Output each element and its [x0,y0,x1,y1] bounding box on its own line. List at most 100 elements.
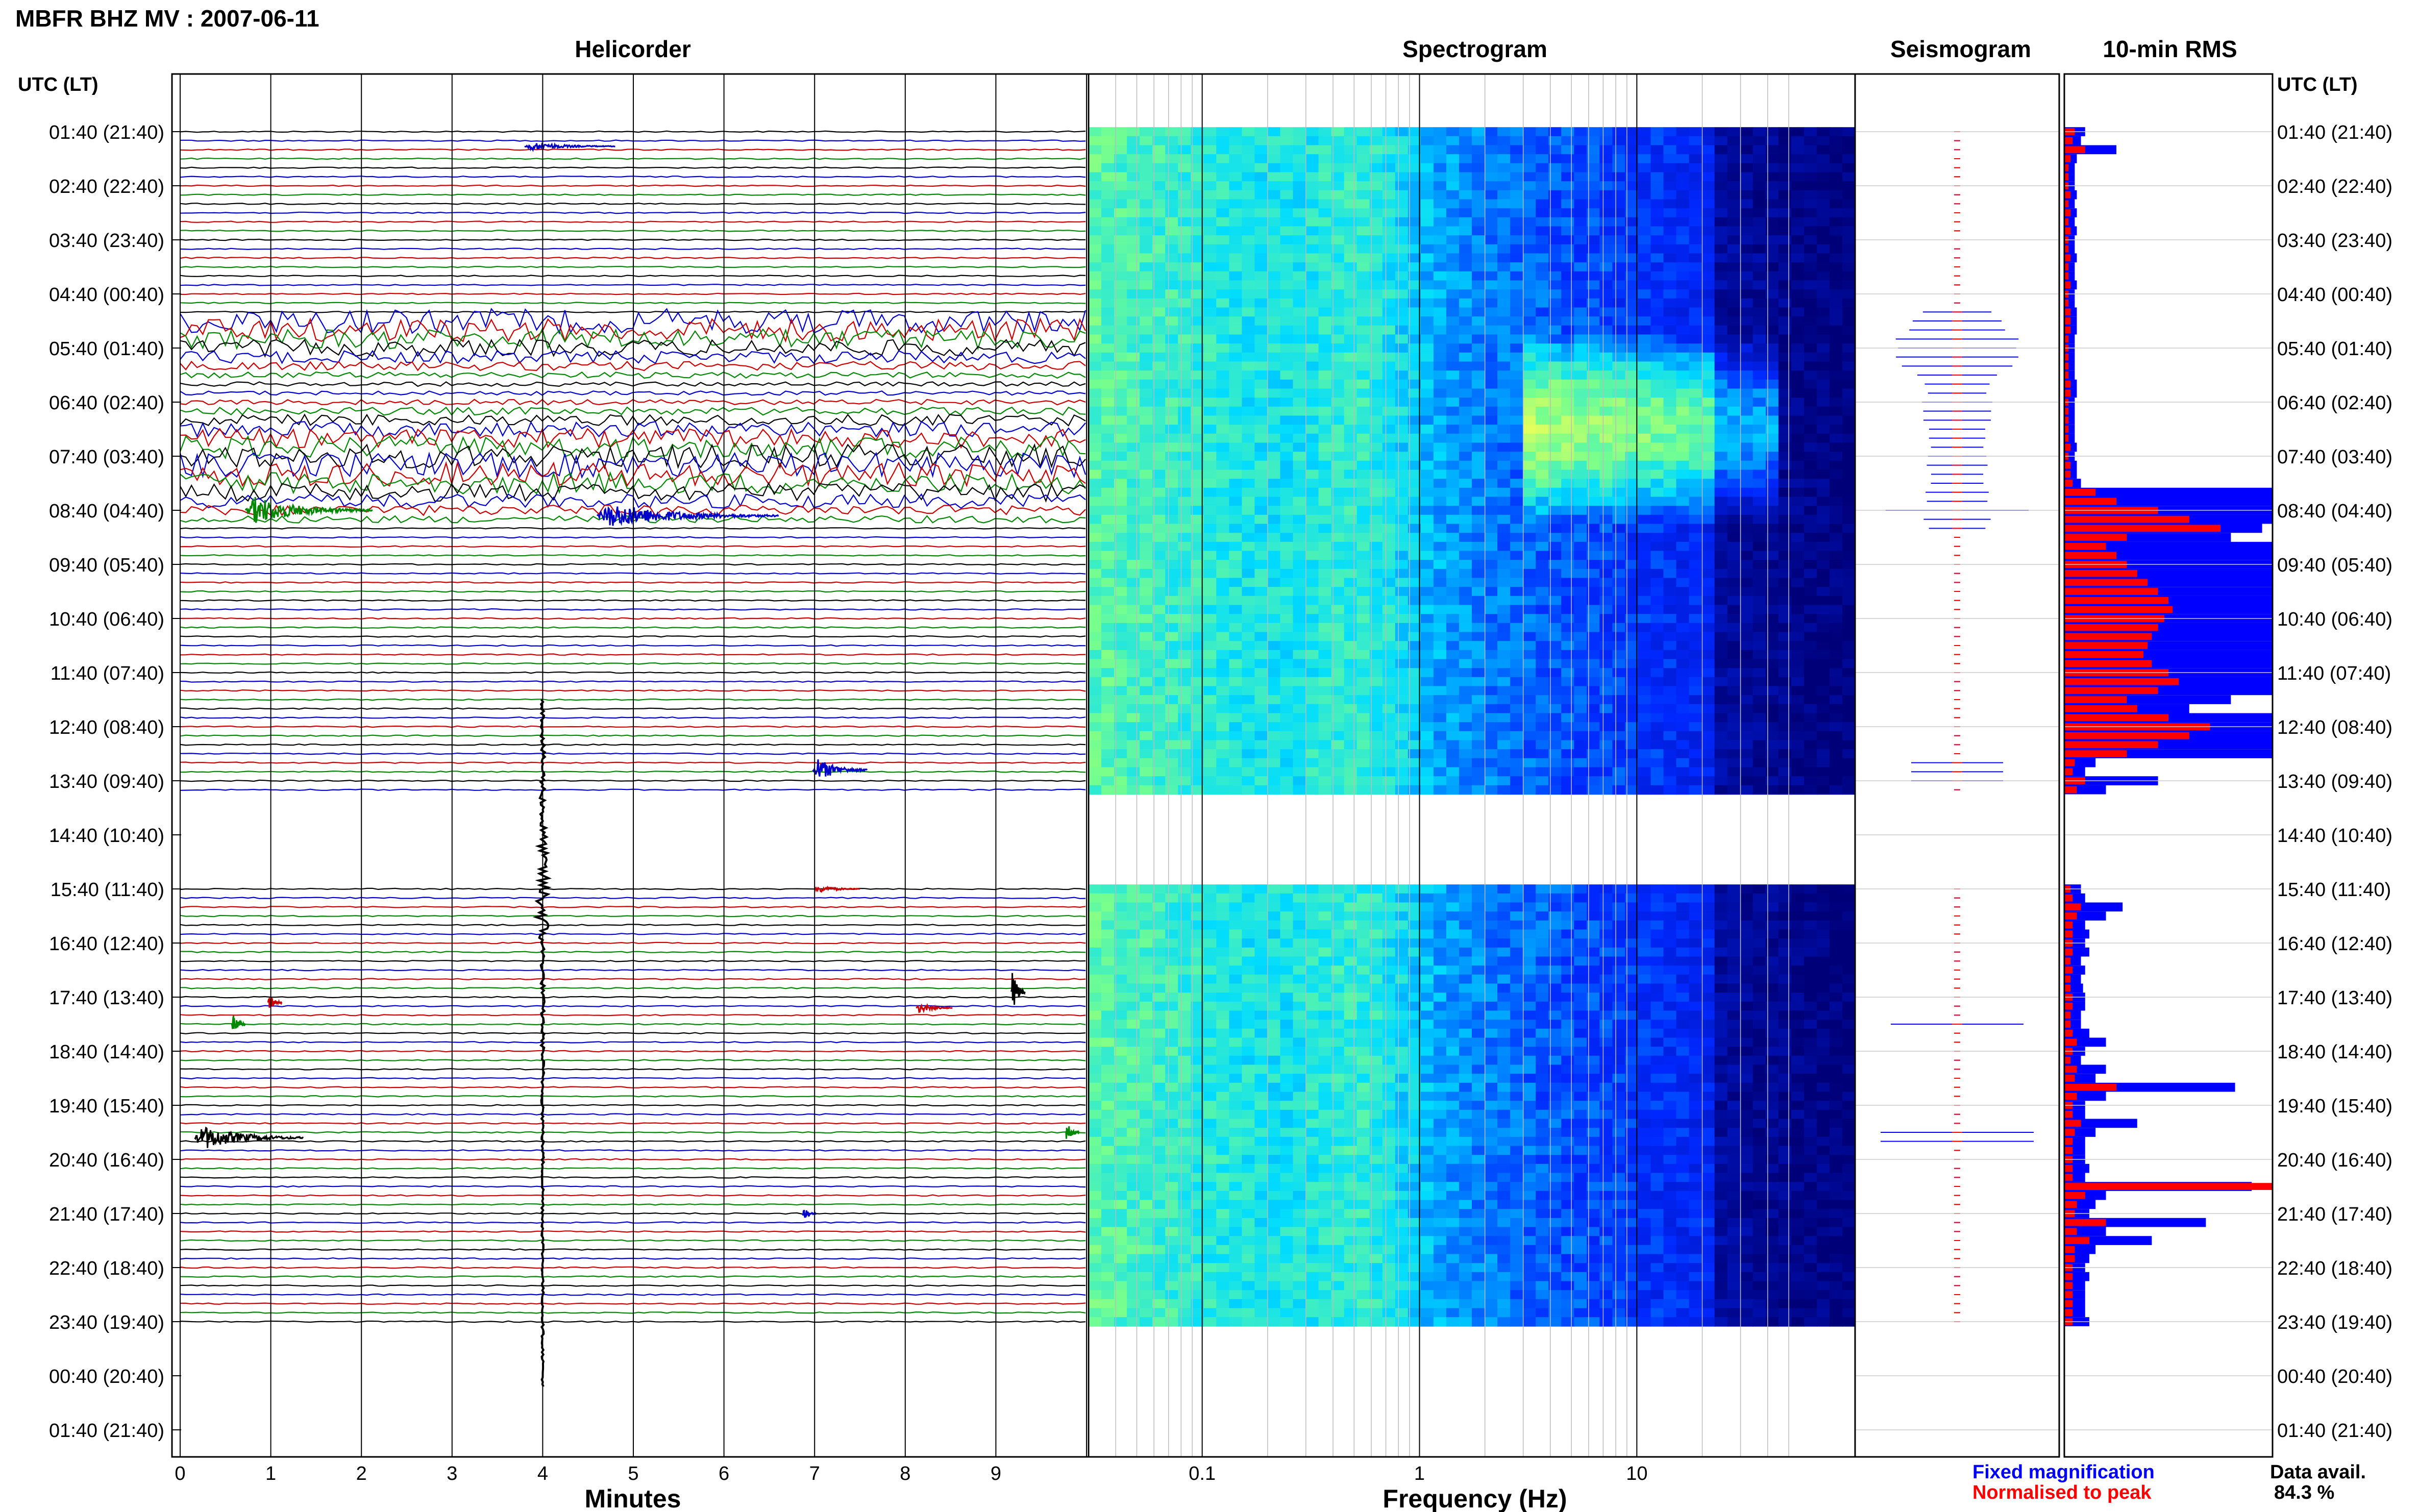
spectrogram-cell [1650,614,1664,624]
spectrogram-cell [1561,280,1574,290]
spectrogram-cell [1420,686,1434,696]
spectrogram-cell [1765,506,1779,515]
spectrogram-cell [1165,695,1178,705]
spectrogram-cell [1165,415,1178,425]
spectrogram-cell [1178,172,1191,182]
spectrogram-cell [1574,938,1588,948]
spectrogram-cell [1203,352,1217,362]
spectrogram-cell [1842,460,1856,470]
spectrogram-cell [1548,280,1562,290]
spectrogram-cell [1612,568,1626,579]
spectrogram-cell [1548,541,1562,552]
spectrogram-cell [1254,298,1268,308]
spectrogram-cell [1829,226,1843,236]
spectrogram-cell [1740,695,1754,705]
spectrogram-cell [1089,460,1102,470]
spectrogram-cell [1523,731,1536,741]
spectrogram-cell [1701,541,1715,552]
spectrogram-cell [1638,316,1651,326]
spectrogram-cell [1510,307,1523,317]
spectrogram-cell [1127,253,1140,263]
spectrogram-cell [1280,506,1294,515]
spectrogram-cell [1497,551,1511,560]
spectrogram-cell [1280,884,1294,894]
spectrogram-cell [1446,659,1460,668]
spectrogram-cell [1382,568,1396,579]
spectrogram-cell [1561,442,1574,452]
spectrogram-cell [1765,497,1779,506]
spectrogram-cell [1382,145,1396,155]
spectrogram-cell [1842,469,1856,479]
spectrogram-cell [1293,713,1306,723]
spectrogram-cell [1242,740,1255,750]
spectrogram-cell [1778,145,1792,155]
spectrogram-cell [1561,884,1574,894]
spectrogram-cell [1305,776,1319,786]
spectrogram-cell [1254,442,1268,452]
spectrogram-cell [1331,343,1345,353]
spectrogram-cell [1791,289,1805,299]
spectrogram-cell [1420,244,1434,254]
spectrogram-cell [1625,199,1639,209]
spectrogram-cell [1497,731,1511,741]
spectrogram-cell [1740,253,1754,263]
spectrogram-cell [1127,884,1140,894]
spectrogram-cell [1293,361,1306,371]
spectrogram-cell [1242,767,1255,777]
spectrogram-cell [1676,568,1690,579]
spectrogram-cell [1267,217,1281,227]
spectrogram-cell [1829,406,1843,416]
spectrogram-cell [1280,190,1294,200]
spectrogram-cell [1689,740,1702,750]
spectrogram-cell [1152,902,1166,912]
spectrogram-cell [1676,560,1690,569]
spectrogram-cell [1791,533,1805,542]
spectrogram-cell [1446,884,1460,894]
spectrogram-cell [1485,722,1498,732]
spectrogram-cell [1548,740,1562,750]
spectrogram-cell [1152,370,1166,380]
spectrogram-cell [1625,469,1639,479]
spectrogram-cell [1689,911,1702,921]
spectrogram-cell [1599,560,1613,569]
spectrogram-cell [1229,578,1243,587]
spectrogram-cell [1701,695,1715,705]
spectrogram-cell [1561,307,1574,317]
spectrogram-cell [1178,668,1191,678]
spectrogram-panel [1088,73,1856,1458]
spectrogram-cell [1612,398,1626,407]
spectrogram-cell [1612,433,1626,443]
spectrogram-cell [1089,271,1102,281]
spectrogram-cell [1804,136,1817,146]
spectrogram-cell [1344,361,1357,371]
spectrogram-cell [1203,524,1217,533]
spectrogram-cell [1816,695,1830,705]
spectrogram-cell [1804,929,1817,939]
spectrogram-cell [1305,938,1319,948]
spectrogram-cell [1676,659,1690,668]
spectrogram-cell [1229,632,1243,641]
spectrogram-cell [1356,677,1370,687]
spectrogram-cell [1599,433,1613,443]
spectrogram-cell [1842,298,1856,308]
spectrogram-cell [1574,605,1588,614]
spectrogram-cell [1408,343,1421,353]
spectrogram-cell [1089,217,1102,227]
spectrogram-cell [1701,343,1715,353]
spectrogram-cell [1701,289,1715,299]
spectrogram-cell [1701,632,1715,641]
spectrogram-cell [1714,398,1728,407]
spectrogram-cell [1497,740,1511,750]
spectrogram-cell [1587,479,1600,488]
spectrogram-cell [1472,929,1485,939]
spectrogram-cell [1714,740,1728,750]
spectrogram-cell [1408,929,1421,939]
spectrogram-cell [1280,163,1294,173]
spectrogram-cell [1663,154,1677,164]
spectrogram-cell [1140,280,1153,290]
spectrogram-cell [1829,425,1843,434]
spectrogram-cell [1523,217,1536,227]
spectrogram-cell [1472,127,1485,137]
spectrogram-cell [1676,884,1690,894]
spectrogram-cell [1382,235,1396,245]
